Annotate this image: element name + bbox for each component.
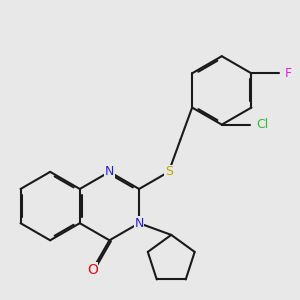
Text: N: N xyxy=(134,217,144,230)
Text: N: N xyxy=(105,165,114,178)
Text: S: S xyxy=(165,165,173,178)
Text: Cl: Cl xyxy=(256,118,268,131)
Text: F: F xyxy=(284,67,292,80)
Text: O: O xyxy=(87,263,98,277)
